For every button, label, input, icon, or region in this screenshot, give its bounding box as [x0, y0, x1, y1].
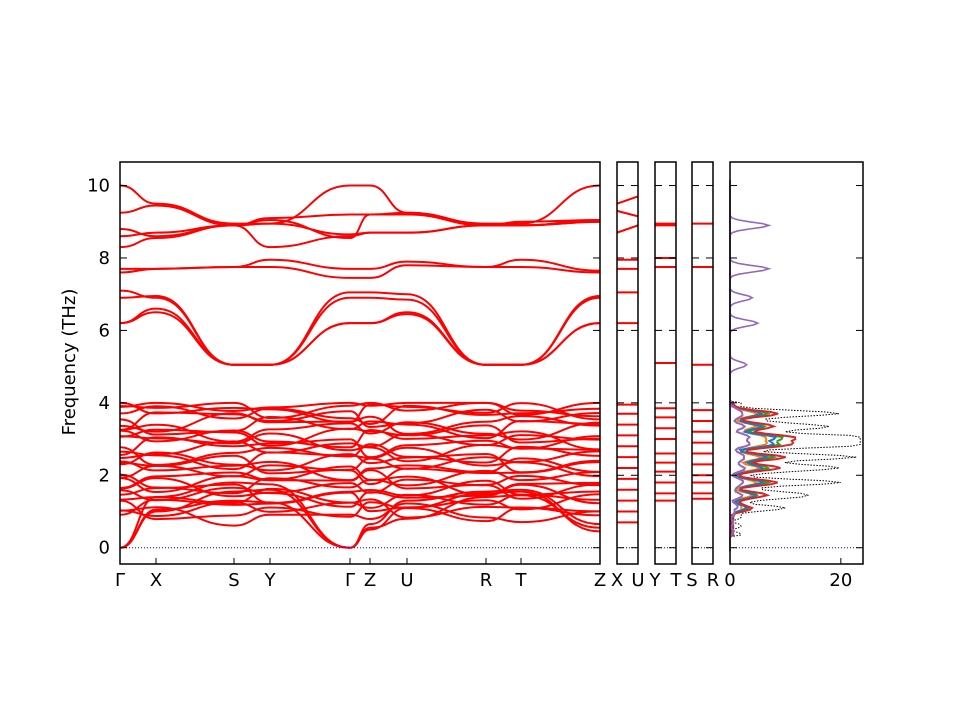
short-band-0-1	[616, 209, 639, 218]
dense-band-11	[119, 461, 601, 486]
y-tick-label-8: 8	[99, 248, 110, 269]
optic-band-10	[119, 311, 601, 366]
x-tick-label-0-3: Y	[264, 570, 277, 591]
dense-band-8	[119, 473, 601, 497]
dense-band-22	[119, 421, 601, 443]
x-tick-label-1-1: U	[631, 570, 644, 591]
dense-band-20	[119, 428, 601, 451]
y-axis-label: Frequency (THz)	[59, 289, 80, 436]
optic-band-6	[119, 264, 601, 279]
dense-band-23	[119, 416, 601, 440]
dos-x-tick-label-0: 0	[724, 570, 735, 591]
panel-frame-0	[119, 161, 601, 565]
short-band-0-0	[616, 195, 639, 205]
dense-band-1	[119, 499, 601, 523]
optic-band-4	[119, 220, 601, 249]
dense-band-3	[119, 491, 601, 516]
x-tick-label-3-1: R	[707, 570, 720, 591]
y-tick-label-10: 10	[87, 176, 110, 197]
panel-frame-1	[616, 161, 639, 565]
x-tick-label-0-0: Γ	[115, 570, 125, 591]
dense-band-13	[119, 454, 601, 478]
optic-band-9	[119, 307, 601, 366]
x-tick-label-2-0: Y	[649, 570, 662, 591]
x-tick-label-0-6: U	[400, 570, 413, 591]
optic-band-0	[119, 184, 601, 225]
x-tick-label-2-1: T	[670, 570, 683, 591]
dense-band-29	[119, 401, 601, 416]
y-tick-label-0: 0	[99, 538, 110, 559]
dense-band-19	[119, 432, 601, 452]
x-tick-label-0-8: T	[515, 570, 528, 591]
x-tick-label-0-1: X	[150, 570, 162, 591]
dense-band-6	[119, 479, 601, 504]
y-tick-label-6: 6	[99, 320, 110, 341]
dense-band-7	[119, 477, 601, 500]
dos-partial-curve-3	[729, 180, 797, 552]
optic-band-7	[119, 289, 601, 366]
dense-band-4	[119, 487, 601, 509]
optic-band-8	[119, 294, 601, 366]
dos-panel-frame	[729, 161, 864, 565]
panel-frame-2	[654, 161, 677, 565]
x-tick-label-0-4: Γ	[345, 570, 355, 591]
panel-frame-3	[691, 161, 714, 565]
dense-band-26	[119, 404, 601, 425]
dense-band-15	[119, 446, 601, 471]
dos-x-tick-label-20: 20	[829, 570, 852, 591]
dense-band-16	[119, 443, 601, 466]
x-tick-label-1-0: X	[611, 570, 623, 591]
x-tick-label-0-9: Z	[594, 570, 606, 591]
x-tick-label-0-5: Z	[364, 570, 376, 591]
y-tick-label-4: 4	[99, 393, 110, 414]
x-tick-label-0-7: R	[480, 570, 493, 591]
short-band-0-2	[616, 224, 639, 234]
y-tick-label-2: 2	[99, 465, 110, 486]
dos-partial-curve-0	[729, 180, 784, 552]
x-tick-label-3-0: S	[686, 570, 697, 591]
x-tick-label-0-2: S	[228, 570, 239, 591]
